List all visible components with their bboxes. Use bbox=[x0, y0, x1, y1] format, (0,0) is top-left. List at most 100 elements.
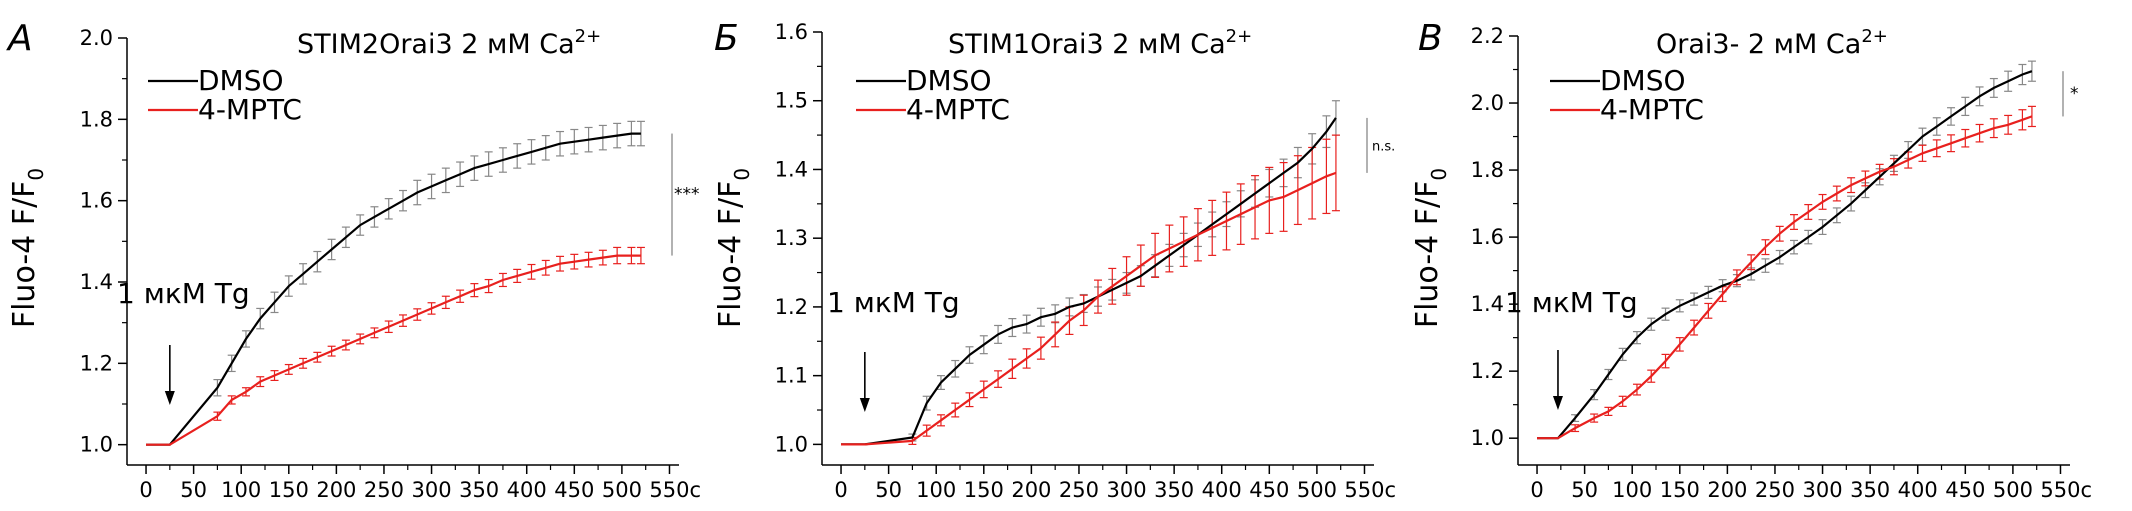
y-axis-label-main: Fluo-4 F/F bbox=[1410, 181, 1445, 329]
series-line-4-mptc bbox=[841, 171, 1337, 446]
x-tick-label: 50 bbox=[875, 478, 902, 502]
panel-letter: В bbox=[1418, 18, 1443, 59]
significance-label: * bbox=[2070, 84, 2079, 104]
x-tick-label: 300 bbox=[412, 478, 452, 502]
y-tick-label: 1.0 bbox=[1471, 426, 1504, 450]
x-tick-label: 100 bbox=[916, 478, 956, 502]
y-tick-label: 1.8 bbox=[1471, 158, 1504, 182]
x-tick-label: 350 bbox=[459, 478, 499, 502]
legend-label: 4-MPTC bbox=[1600, 93, 1704, 126]
y-tick-label: 1.0 bbox=[775, 432, 808, 456]
x-tick-label: 50 bbox=[180, 478, 207, 502]
x-unit-label: c bbox=[689, 478, 701, 502]
y-axis-label-subscript: 0 bbox=[1427, 168, 1451, 181]
x-tick-label: 250 bbox=[1755, 478, 1795, 502]
y-tick-label: 1.6 bbox=[80, 189, 113, 213]
legend-label: DMSO bbox=[1600, 64, 1686, 97]
tg-arrow-head bbox=[1552, 396, 1563, 410]
y-axis-label: Fluo-4 F/F0 bbox=[1410, 168, 1451, 328]
y-tick-label: 1.4 bbox=[80, 270, 113, 294]
y-tick-label: 1.4 bbox=[1471, 292, 1504, 316]
chart-panel-3: 0 50 100 150 200 250 300 350 400 450 500 550 c 1.0 1.2… bbox=[1410, 18, 2092, 502]
x-tick-label: 500 bbox=[1297, 478, 1337, 502]
series-line-4-mptc bbox=[146, 254, 641, 446]
x-tick-label: 350 bbox=[1850, 478, 1890, 502]
y-axis-label-main: Fluo-4 F/F bbox=[713, 181, 748, 329]
legend-label: DMSO bbox=[906, 64, 992, 97]
chart-title-superscript: 2+ bbox=[1226, 26, 1253, 47]
x-tick-label: 500 bbox=[1993, 478, 2033, 502]
y-tick-label: 1.8 bbox=[80, 107, 113, 131]
x-tick-label: 250 bbox=[1059, 478, 1099, 502]
y-tick-label: 1.1 bbox=[775, 364, 808, 388]
x-tick-label: 100 bbox=[221, 478, 261, 502]
y-axis-label: Fluo-4 F/F0 bbox=[7, 168, 48, 328]
legend-label: 4-MPTC bbox=[198, 93, 302, 126]
series-dmso bbox=[213, 120, 645, 397]
chart-title-superscript: 2+ bbox=[575, 26, 602, 47]
panel-letter: Б bbox=[714, 18, 739, 59]
x-tick-label: 50 bbox=[1571, 478, 1598, 502]
x-tick-label: 550 bbox=[1344, 478, 1384, 502]
chart-panel-2: 0 50 100 150 200 250 300 350 400 450 500 550 c 1.0 1.1… bbox=[713, 18, 1396, 502]
x-tick-label: 450 bbox=[554, 478, 594, 502]
chart-panel-1: 0 50 100 150 200 250 300 350 400 450 500 550 c 1.0 1.2… bbox=[6, 18, 701, 502]
x-tick-label: 250 bbox=[364, 478, 404, 502]
x-tick-label: 500 bbox=[602, 478, 642, 502]
x-tick-label: 0 bbox=[139, 478, 152, 502]
chart-title: STIM2Orai3 2 мМ Ca2+ bbox=[297, 26, 601, 60]
x-tick-label: 0 bbox=[1530, 478, 1543, 502]
y-tick-label: 1.3 bbox=[775, 226, 808, 250]
x-tick-label: 400 bbox=[507, 478, 547, 502]
significance-label: n.s. bbox=[1372, 139, 1395, 154]
y-tick-label: 1.4 bbox=[775, 157, 808, 181]
x-tick-label: 300 bbox=[1803, 478, 1843, 502]
series-dmso bbox=[908, 100, 1340, 442]
x-tick-label: 150 bbox=[1660, 478, 1700, 502]
tg-arrow-head bbox=[164, 391, 175, 405]
chart-title-main: Orai3- 2 мМ Ca bbox=[1656, 29, 1861, 60]
x-tick-label: 450 bbox=[1249, 478, 1289, 502]
x-tick-label: 450 bbox=[1945, 478, 1985, 502]
y-axis-label-main: Fluo-4 F/F bbox=[7, 181, 42, 329]
x-tick-label: 400 bbox=[1898, 478, 1938, 502]
y-tick-label: 2.0 bbox=[80, 26, 113, 50]
y-tick-label: 1.0 bbox=[80, 433, 113, 457]
chart-title-superscript: 2+ bbox=[1861, 26, 1888, 47]
legend-label: 4-MPTC bbox=[906, 93, 1010, 126]
chart-title: Orai3- 2 мМ Ca2+ bbox=[1656, 26, 1888, 60]
x-tick-label: 550 bbox=[2040, 478, 2080, 502]
x-tick-label: 200 bbox=[1707, 478, 1747, 502]
series-line-dmso bbox=[146, 132, 641, 446]
x-unit-label: c bbox=[2080, 478, 2092, 502]
y-axis-label: Fluo-4 F/F0 bbox=[713, 168, 754, 328]
y-tick-label: 1.2 bbox=[775, 295, 808, 319]
chart-title-main: STIM1Orai3 2 мМ Ca bbox=[948, 29, 1226, 60]
series-line-4-mptc bbox=[1537, 115, 2033, 440]
y-axis-label-subscript: 0 bbox=[730, 168, 754, 181]
x-tick-label: 350 bbox=[1154, 478, 1194, 502]
series-4-mptc bbox=[1571, 105, 2036, 433]
x-tick-label: 0 bbox=[834, 478, 847, 502]
x-tick-label: 400 bbox=[1202, 478, 1242, 502]
x-unit-label: c bbox=[1384, 478, 1396, 502]
x-tick-label: 100 bbox=[1612, 478, 1652, 502]
y-tick-label: 1.5 bbox=[775, 89, 808, 113]
y-tick-label: 1.6 bbox=[775, 20, 808, 44]
x-tick-label: 200 bbox=[316, 478, 356, 502]
x-tick-label: 550 bbox=[649, 478, 689, 502]
significance-label: *** bbox=[674, 185, 700, 205]
legend-label: DMSO bbox=[198, 64, 284, 97]
series-line-dmso bbox=[841, 117, 1337, 446]
panel-letter: А bbox=[6, 18, 33, 59]
tg-annotation: 1 мкМ Tg bbox=[117, 277, 250, 310]
x-tick-label: 200 bbox=[1011, 478, 1051, 502]
y-axis-label-subscript: 0 bbox=[24, 168, 48, 181]
series-line-dmso bbox=[1537, 70, 2033, 440]
chart-title-main: STIM2Orai3 2 мМ Ca bbox=[297, 29, 575, 60]
y-tick-label: 1.2 bbox=[1471, 359, 1504, 383]
series-4-mptc bbox=[213, 246, 645, 421]
y-tick-label: 1.6 bbox=[1471, 225, 1504, 249]
x-tick-label: 150 bbox=[964, 478, 1004, 502]
